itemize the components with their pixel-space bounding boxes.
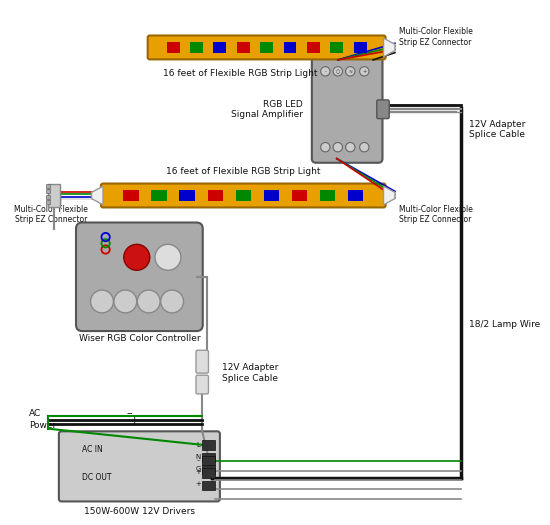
Circle shape [321,142,330,152]
FancyBboxPatch shape [213,42,226,53]
FancyBboxPatch shape [260,42,273,53]
Circle shape [321,67,330,76]
Text: N: N [195,454,201,460]
FancyBboxPatch shape [348,190,363,201]
FancyBboxPatch shape [320,190,335,201]
FancyBboxPatch shape [202,468,214,478]
Circle shape [360,67,369,76]
FancyBboxPatch shape [237,42,250,53]
FancyBboxPatch shape [292,190,307,201]
Circle shape [155,244,181,270]
FancyBboxPatch shape [354,42,366,53]
Circle shape [345,67,355,76]
Text: Multi-Color Flexible
Strip EZ Connector: Multi-Color Flexible Strip EZ Connector [399,27,473,47]
FancyBboxPatch shape [190,42,203,53]
Text: 12V Adapter
Splice Cable: 12V Adapter Splice Cable [223,363,279,383]
Circle shape [161,290,184,313]
Circle shape [360,142,369,152]
Text: –: – [126,408,132,418]
Text: Multi-Color Flexible
Strip EZ Connector: Multi-Color Flexible Strip EZ Connector [14,205,87,224]
FancyBboxPatch shape [179,190,195,201]
Polygon shape [383,186,395,205]
Text: AC IN: AC IN [82,445,103,454]
Bar [46,195,50,199]
Circle shape [345,142,355,152]
FancyBboxPatch shape [312,56,382,163]
Text: +: + [195,481,201,487]
FancyBboxPatch shape [59,432,220,501]
Text: 16 feet of Flexible RGB Strip Light: 16 feet of Flexible RGB Strip Light [163,69,318,78]
FancyBboxPatch shape [307,42,320,53]
Text: 16 feet of Flexible RGB Strip Light: 16 feet of Flexible RGB Strip Light [166,167,321,176]
Text: AC: AC [29,410,41,418]
FancyBboxPatch shape [284,42,296,53]
FancyBboxPatch shape [196,350,208,373]
FancyBboxPatch shape [263,190,279,201]
Circle shape [333,142,343,152]
Circle shape [91,290,113,313]
FancyBboxPatch shape [377,100,389,119]
Text: 18/2 Lamp Wire: 18/2 Lamp Wire [469,320,541,329]
Bar [46,189,50,193]
FancyBboxPatch shape [151,190,167,201]
FancyBboxPatch shape [207,190,223,201]
FancyBboxPatch shape [101,184,386,207]
Text: +: + [129,416,139,426]
Circle shape [333,67,343,76]
Text: L: L [196,443,200,448]
FancyBboxPatch shape [202,465,214,475]
Polygon shape [383,38,395,57]
FancyBboxPatch shape [202,440,214,449]
Text: DC OUT: DC OUT [82,472,112,481]
Text: Power: Power [29,421,57,430]
Text: ≈: ≈ [348,69,353,74]
Text: –: – [196,457,200,463]
Text: Multi-Color Flexible
Strip EZ Connector: Multi-Color Flexible Strip EZ Connector [399,205,473,224]
Circle shape [138,290,160,313]
FancyBboxPatch shape [123,190,139,201]
FancyBboxPatch shape [202,481,214,490]
FancyBboxPatch shape [167,42,179,53]
Text: -: - [324,69,326,74]
Polygon shape [92,186,103,205]
Circle shape [114,290,137,313]
Bar [46,200,50,204]
Text: 150W-600W 12V Drivers: 150W-600W 12V Drivers [84,507,195,516]
Text: 12V Adapter
Splice Cable: 12V Adapter Splice Cable [469,120,526,139]
FancyBboxPatch shape [48,184,60,207]
Circle shape [124,244,150,270]
FancyBboxPatch shape [76,223,203,331]
Text: ○: ○ [336,69,340,74]
Bar [46,184,50,188]
FancyBboxPatch shape [202,456,214,465]
Text: +: + [362,69,366,74]
FancyBboxPatch shape [148,36,386,59]
FancyBboxPatch shape [235,190,251,201]
Text: +: + [195,469,201,475]
Text: RGB LED
Signal Amplifier: RGB LED Signal Amplifier [231,100,303,119]
FancyBboxPatch shape [202,453,214,462]
FancyBboxPatch shape [196,375,208,394]
FancyBboxPatch shape [331,42,343,53]
Text: Wiser RGB Color Controller: Wiser RGB Color Controller [79,334,200,343]
Text: G: G [195,466,201,472]
